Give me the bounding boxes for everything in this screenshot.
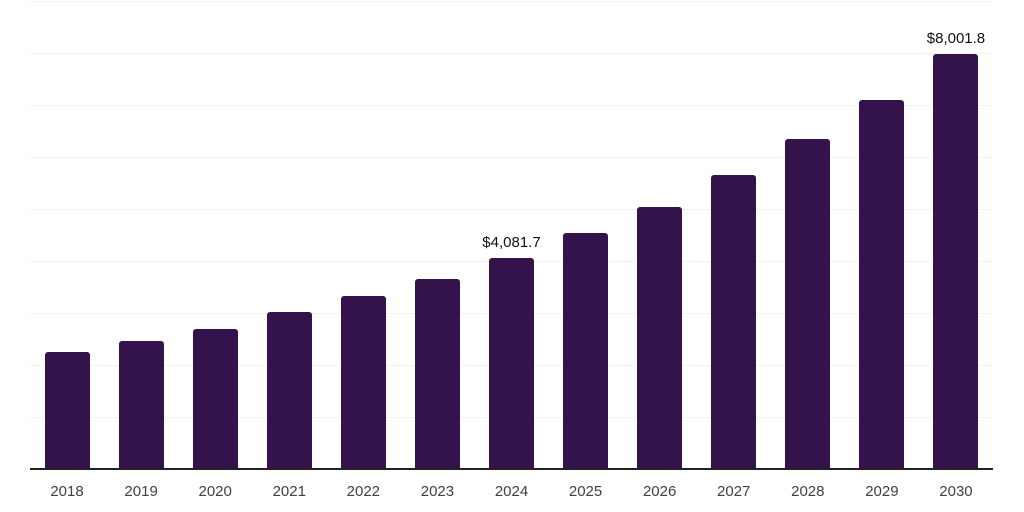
x-axis-line — [30, 468, 993, 470]
gridline — [30, 105, 993, 106]
bar-2030 — [933, 53, 979, 470]
x-axis-label-2027: 2027 — [717, 483, 751, 500]
x-axis-label-2029: 2029 — [865, 483, 899, 500]
x-axis-label-2028: 2028 — [791, 483, 825, 500]
bar-2022 — [340, 296, 386, 470]
bar-2020 — [192, 328, 238, 470]
bar-2028 — [785, 139, 831, 470]
x-axis-label-2023: 2023 — [420, 483, 455, 500]
gridline — [30, 53, 993, 54]
bar-2023 — [414, 278, 460, 470]
bar-2029 — [859, 99, 905, 470]
x-axis-label-2021: 2021 — [272, 483, 306, 500]
bar-value-label-2030: $8,001.8 — [926, 29, 986, 47]
x-axis-label-2025: 2025 — [568, 483, 603, 500]
x-axis-label-2018: 2018 — [50, 483, 84, 500]
bar-2024 — [489, 257, 534, 470]
x-axis-label-2022: 2022 — [346, 483, 381, 500]
x-axis-label-2026: 2026 — [642, 483, 677, 500]
bar-2027 — [711, 174, 757, 470]
bar-2019 — [118, 341, 164, 470]
gridline — [30, 157, 993, 159]
gridline — [30, 209, 993, 210]
x-axis-label-2030: 2030 — [939, 483, 973, 500]
plot-area: $4,081.7 $8,001.8 — [30, 1, 993, 470]
x-axis-labels: 2018 2019 2020 2021 2022 2023 2024 2025 2026 2027… — [30, 483, 993, 505]
bar-2025 — [563, 232, 609, 470]
bar-2021 — [266, 312, 312, 470]
bar-2018 — [44, 351, 90, 470]
x-axis-label-2019: 2019 — [124, 483, 158, 500]
bar-2026 — [637, 206, 683, 470]
x-axis-label-2024: 2024 — [494, 483, 529, 500]
x-axis-label-2020: 2020 — [198, 483, 232, 500]
bar-value-label-2024: $4,081.7 — [482, 233, 541, 251]
gridline — [30, 1, 993, 2]
